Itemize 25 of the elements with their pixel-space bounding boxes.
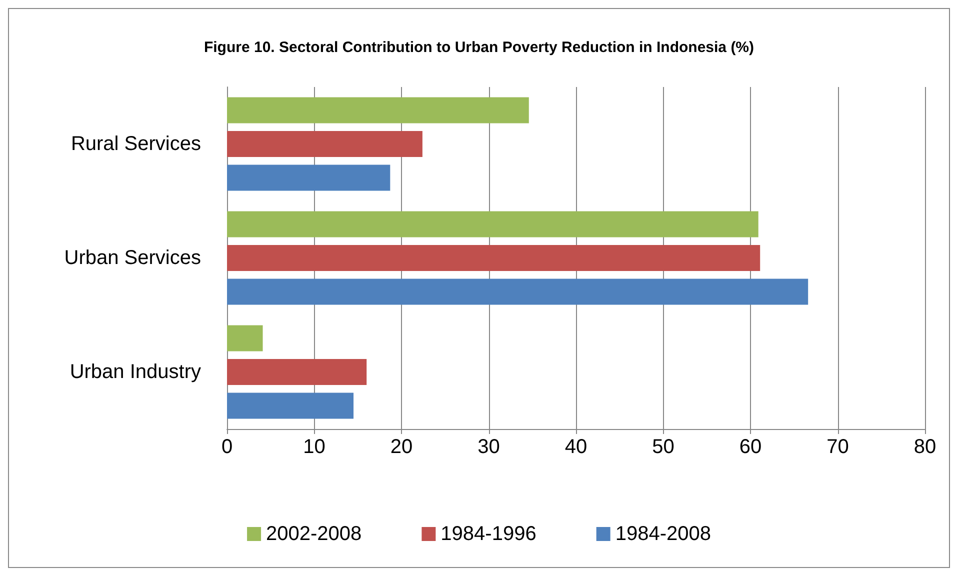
bar — [227, 278, 808, 305]
x-tick-label: 70 — [826, 436, 849, 458]
y-tick-label: Urban Services — [64, 247, 201, 269]
y-tick-label: Urban Industry — [70, 361, 201, 383]
legend-label: 1984-1996 — [440, 523, 536, 545]
x-tick-label: 30 — [478, 436, 500, 458]
bar — [227, 325, 263, 352]
x-tick-label: 10 — [303, 436, 326, 458]
bar — [227, 359, 367, 385]
chart-title: Figure 10. Sectoral Contribution to Urban Poverty Reduction in Indonesia (%) — [204, 39, 754, 56]
x-tick-label: 0 — [221, 436, 233, 458]
x-tick-label: 50 — [652, 436, 674, 458]
bar — [227, 211, 758, 238]
bar — [227, 131, 422, 157]
bar — [227, 164, 390, 191]
x-tick-label: 20 — [390, 436, 413, 458]
x-tick-label: 80 — [914, 436, 936, 458]
legend-label: 1984-2008 — [615, 523, 711, 545]
bar — [227, 97, 529, 124]
x-tick-label: 40 — [564, 436, 588, 458]
legend-label: 2002-2008 — [266, 523, 362, 545]
bar — [227, 392, 354, 419]
y-tick-label: Rural Services — [70, 133, 201, 155]
x-tick-label: 60 — [739, 436, 762, 458]
bar — [227, 245, 760, 271]
